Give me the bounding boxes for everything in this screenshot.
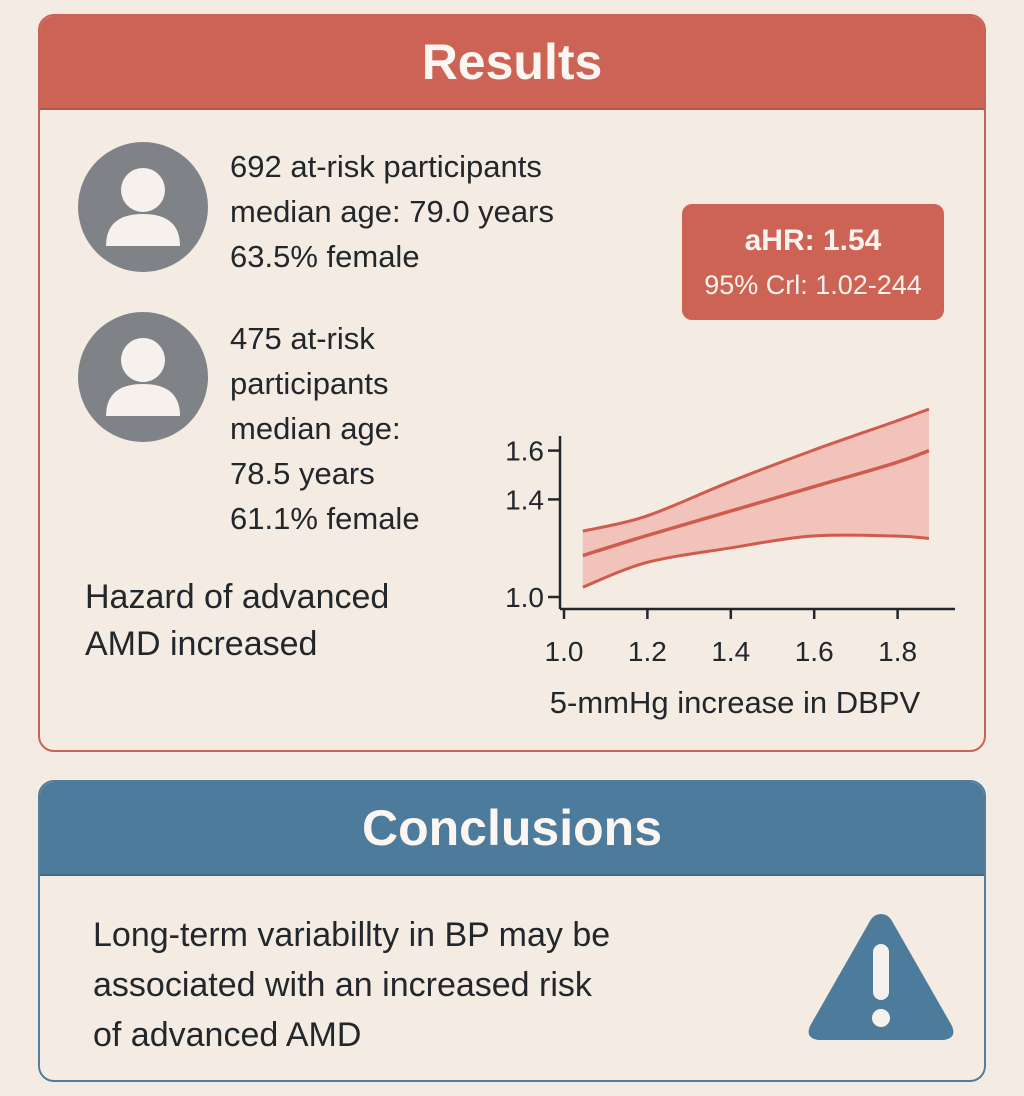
group2-line-4: 78.5 years bbox=[230, 456, 375, 491]
group2-line-1: 475 at-risk bbox=[230, 321, 375, 356]
hazard-text: Hazard of advanced AMD increased bbox=[85, 574, 389, 668]
conclusion-text: Long-term variabillty in BP may be assoc… bbox=[93, 910, 753, 1060]
results-panel: Results 692 at-risk participants median … bbox=[38, 14, 986, 752]
conclusion-line-1: Long-term variabillty in BP may be bbox=[93, 916, 611, 954]
warning-icon bbox=[808, 914, 954, 1040]
y-tick-label: 1.0 bbox=[505, 582, 544, 613]
upper-bound-line bbox=[582, 407, 930, 533]
conclusion-line-2: associated with an increased risk bbox=[93, 966, 592, 1004]
x-tick-label: 1.2 bbox=[628, 636, 667, 667]
conclusions-panel: Conclusions Long-term variabillty in BP … bbox=[38, 780, 986, 1082]
y-tick-label: 1.4 bbox=[505, 484, 544, 515]
y-tick-label: 1.6 bbox=[505, 436, 544, 467]
x-tick-label: 1.8 bbox=[878, 636, 917, 667]
conclusions-header: Conclusions bbox=[40, 782, 984, 876]
group1-line-1: 692 at-risk participants bbox=[230, 149, 542, 184]
group2-stats: 475 at-risk participants median age: 78.… bbox=[230, 316, 420, 541]
conclusions-title: Conclusions bbox=[361, 800, 663, 856]
x-ticks: 1.0 1.2 1.4 1.6 1.8 bbox=[545, 609, 917, 667]
ahr-title: aHR: 1.54 bbox=[744, 224, 882, 257]
x-tick-label: 1.6 bbox=[795, 636, 834, 667]
conclusion-line-3: of advanced AMD bbox=[93, 1016, 362, 1054]
group1-line-3: 63.5% female bbox=[230, 239, 420, 274]
hazard-line-1: Hazard of advanced bbox=[85, 578, 390, 616]
person-icon bbox=[78, 312, 208, 442]
results-header: Results bbox=[40, 16, 984, 110]
x-tick-label: 1.0 bbox=[545, 636, 584, 667]
lower-bound-line bbox=[582, 533, 930, 589]
ahr-box: aHR: 1.54 95% Crl: 1.02-244 bbox=[682, 204, 944, 320]
hazard-chart: 1.0 1.4 1.6 1.0 1.2 1.4 1.6 1.8 5-mmHg increas… bbox=[505, 407, 955, 720]
group1-line-2: median age: 79.0 years bbox=[230, 194, 554, 229]
estimate-line bbox=[582, 448, 930, 558]
hazard-line-2: AMD increased bbox=[85, 625, 318, 663]
confidence-band bbox=[582, 409, 929, 588]
group2-line-2: participants bbox=[230, 366, 389, 401]
group1-stats: 692 at-risk participants median age: 79.… bbox=[230, 144, 554, 279]
ahr-ci: 95% Crl: 1.02-244 bbox=[704, 270, 922, 300]
x-tick-label: 1.4 bbox=[711, 636, 750, 667]
results-title: Results bbox=[421, 34, 603, 90]
person-icon bbox=[78, 142, 208, 272]
x-axis-label: 5-mmHg increase in DBPV bbox=[550, 685, 921, 720]
group2-line-5: 61.1% female bbox=[230, 501, 420, 536]
group2-line-3: median age: bbox=[230, 411, 401, 446]
y-ticks: 1.0 1.4 1.6 bbox=[505, 436, 560, 613]
